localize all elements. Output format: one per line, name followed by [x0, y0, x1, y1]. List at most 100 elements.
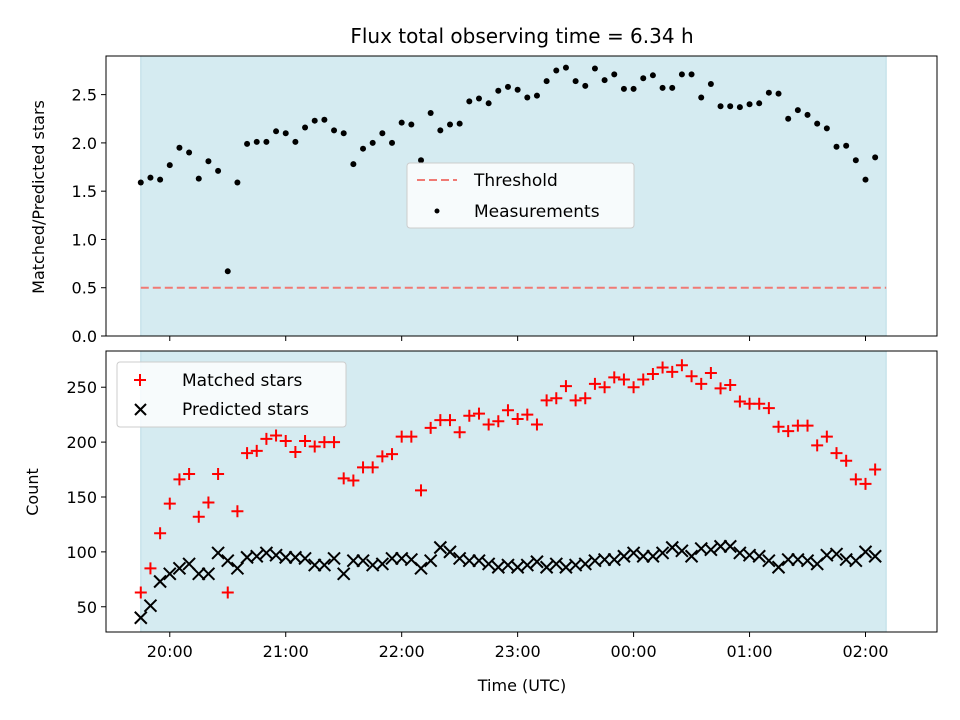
measurement-point — [785, 115, 792, 122]
measurement-point — [630, 85, 637, 92]
measurement-point — [437, 127, 444, 134]
measurement-point — [466, 98, 473, 105]
predicted-star-point — [858, 545, 873, 559]
measurement-point — [157, 176, 164, 183]
predicted-star-point — [762, 553, 776, 568]
y-tick-label: 1.0 — [72, 230, 97, 249]
measurement-point — [620, 85, 627, 92]
predicted-star-point — [172, 561, 187, 576]
measurement-point — [852, 157, 859, 164]
matched-star-point — [840, 454, 853, 467]
predicted-star-point — [655, 546, 670, 560]
measurement-point — [485, 100, 492, 107]
bottom-plot-frame — [105, 350, 938, 633]
bottom-panel: 50 100 150 200 250 20:00 21:00 22:00 23:00 00:00… — [23, 350, 938, 695]
matched-star-point — [811, 439, 824, 452]
matched-star-point — [347, 474, 360, 487]
top-y-ticks: 0.0 0.5 1.0 1.5 2.0 2.5 — [72, 86, 106, 346]
matched-star-point — [472, 407, 485, 420]
predicted-star-point — [868, 549, 882, 563]
predicted-star-point — [433, 540, 448, 555]
matched-star-point — [772, 420, 785, 433]
predicted-star-point — [230, 561, 245, 576]
predicted-star-point — [646, 549, 660, 563]
matched-star-point — [183, 467, 196, 480]
measurement-point — [553, 67, 560, 74]
measurement-point — [321, 116, 328, 123]
matched-star-point — [482, 418, 495, 431]
matched-star-point — [550, 392, 563, 405]
predicted-star-point — [481, 557, 496, 571]
matched-star-point — [869, 463, 882, 476]
predicted-star-point — [153, 574, 167, 589]
predicted-star-point — [423, 553, 438, 568]
measurement-point — [872, 154, 879, 161]
measurement-point — [475, 95, 482, 102]
matched-star-point — [666, 365, 679, 378]
measurement-point — [698, 94, 705, 101]
top-x-ticks — [169, 336, 866, 341]
y-tick-label: 1.5 — [72, 182, 97, 201]
matched-star-point — [714, 382, 727, 395]
measurement-point — [688, 71, 695, 78]
top-legend: Threshold Measurements — [406, 162, 635, 229]
legend-predicted-swatch — [134, 403, 147, 416]
top-legend-box — [406, 162, 635, 229]
predicted-star-point — [723, 539, 737, 554]
predicted-star-point — [578, 557, 592, 571]
measurement-point — [360, 145, 367, 152]
predicted-star-point — [636, 549, 650, 563]
y-tick-label: 100 — [66, 543, 97, 562]
predicted-star-point — [221, 553, 235, 568]
measurement-point — [137, 179, 144, 186]
predicted-star-point — [800, 553, 815, 568]
matched-star-point — [337, 472, 350, 485]
matched-star-point — [762, 402, 775, 415]
matched-star-point — [598, 381, 611, 394]
predicted-star-point — [143, 598, 158, 613]
matched-star-point — [579, 392, 592, 405]
matched-star-point — [241, 447, 254, 460]
x-tick-label: 01:00 — [726, 642, 772, 661]
predicted-star-point — [250, 549, 264, 563]
matched-star-point — [675, 359, 688, 372]
matched-star-point — [801, 419, 814, 432]
measurement-point — [669, 84, 676, 91]
predicted-star-point — [346, 553, 361, 568]
bottom-legend-box — [116, 361, 347, 428]
matched-star-point — [656, 361, 669, 374]
x-tick-label: 23:00 — [495, 642, 541, 661]
matched-star-point — [695, 377, 708, 390]
measurement-point — [446, 121, 453, 128]
matched-star-point — [453, 426, 466, 439]
measurement-point — [379, 130, 386, 137]
predicted-star-point — [549, 557, 563, 571]
matched-star-point — [308, 440, 321, 453]
predicted-star-point — [308, 558, 322, 572]
matched-star-point — [521, 408, 534, 421]
legend-matched-swatch — [134, 374, 146, 386]
predicted-star-point — [539, 560, 554, 574]
measurement-point — [302, 124, 309, 131]
y-tick-label: 50 — [77, 598, 97, 617]
predicted-star-point — [829, 547, 844, 561]
measurement-point — [263, 138, 270, 145]
matched-star-point — [134, 586, 147, 599]
predicted-star-point — [771, 560, 786, 574]
measurement-point — [282, 130, 289, 137]
matched-star-point — [192, 510, 205, 523]
matched-star-point — [820, 430, 833, 443]
matched-star-point — [501, 404, 514, 417]
measurement-point — [427, 109, 434, 116]
measurement-point — [678, 71, 685, 78]
measurement-point — [186, 149, 193, 156]
predicted-star-point — [385, 551, 399, 566]
predicted-star-point — [211, 546, 225, 560]
measurement-point — [253, 138, 260, 145]
matched-star-point — [376, 450, 389, 463]
predicted-star-point — [684, 549, 699, 563]
predicted-star-point — [336, 567, 351, 581]
measurement-point — [804, 111, 811, 118]
matched-star-point — [859, 477, 872, 490]
measurement-points — [137, 64, 879, 275]
